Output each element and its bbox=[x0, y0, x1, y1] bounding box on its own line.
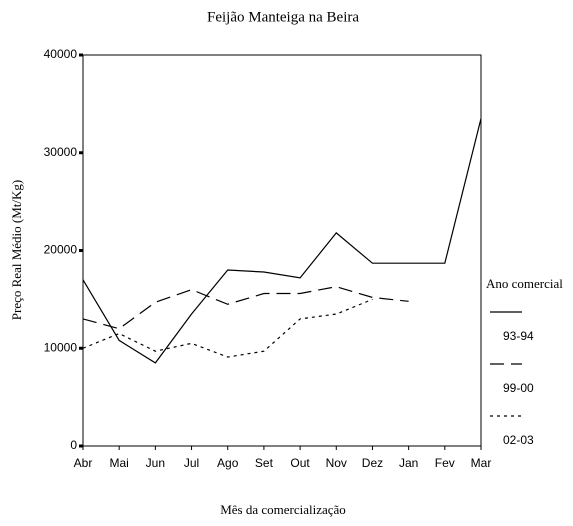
legend-label: 02-03 bbox=[503, 433, 534, 447]
x-tick-label: Jan bbox=[399, 456, 418, 470]
x-tick-label: Out bbox=[290, 456, 310, 470]
x-tick-label: Jul bbox=[184, 456, 199, 470]
legend-label: 99-00 bbox=[503, 381, 534, 395]
legend-label: 93-94 bbox=[503, 329, 534, 343]
x-tick-label: Set bbox=[255, 456, 274, 470]
legend-title: Ano comercial bbox=[486, 276, 563, 291]
series-line bbox=[82, 298, 373, 358]
x-tick-label: Nov bbox=[326, 456, 347, 470]
y-axis-label: Preço Real Médio (Mt/Kg) bbox=[9, 180, 24, 320]
y-tick-label: 10000 bbox=[44, 340, 78, 354]
chart-title: Feijão Manteiga na Beira bbox=[207, 9, 359, 25]
series-line bbox=[82, 286, 409, 330]
x-tick-label: Abr bbox=[74, 456, 93, 470]
y-tick-label: 0 bbox=[70, 438, 77, 452]
x-tick-label: Mai bbox=[110, 456, 129, 470]
y-tick-label: 40000 bbox=[44, 47, 78, 61]
x-axis-label: Mês da comercialização bbox=[220, 502, 346, 517]
y-tick-label: 20000 bbox=[44, 243, 78, 257]
series-line bbox=[82, 118, 482, 364]
x-tick-label: Fev bbox=[435, 456, 455, 470]
x-tick-label: Jun bbox=[146, 456, 165, 470]
x-tick-label: Dez bbox=[362, 456, 383, 470]
x-tick-label: Ago bbox=[217, 456, 239, 470]
x-tick-label: Mar bbox=[471, 456, 492, 470]
y-tick-label: 30000 bbox=[44, 145, 78, 159]
